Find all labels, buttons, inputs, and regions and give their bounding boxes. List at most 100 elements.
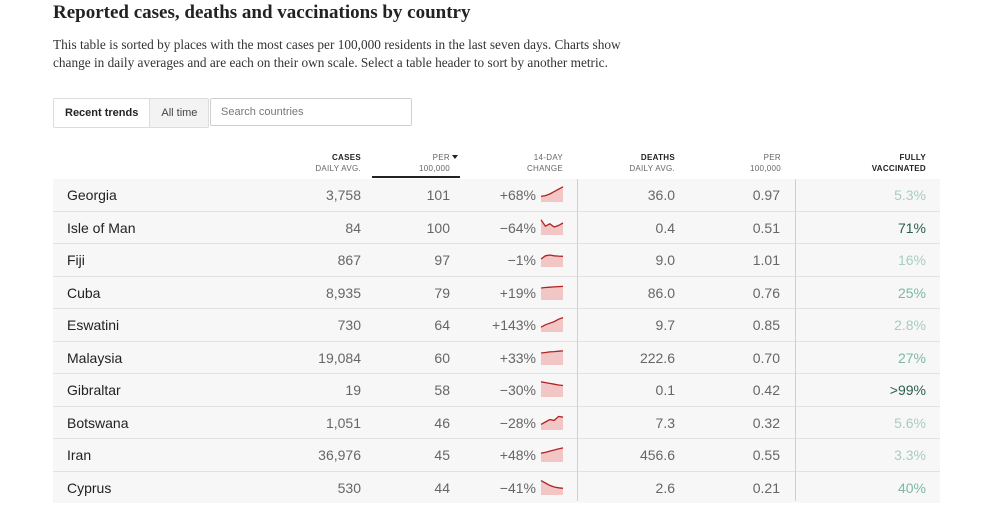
sparkline-area <box>541 350 563 365</box>
table-row[interactable]: Botswana 1,051 46 −28% 7.3 0.32 5.6% <box>53 407 940 439</box>
header-per-line2: 100,000 <box>418 164 450 173</box>
header-deaths[interactable]: DEATHS DAILY AVG. <box>610 152 675 176</box>
table-row[interactable]: Isle of Man 84 100 −64% 0.4 0.51 71% <box>53 212 940 244</box>
per-100k-cell: 101 <box>426 187 450 203</box>
sparkline-area <box>541 186 563 202</box>
search-countries-input[interactable] <box>210 98 412 126</box>
country-name: Fiji <box>67 252 85 268</box>
table-row[interactable]: Malaysia 19,084 60 +33% 222.6 0.70 27% <box>53 342 940 374</box>
header-cases-line1: CASES <box>331 153 361 162</box>
per-100k-cell: 100 <box>426 219 450 236</box>
trend-sparkline <box>540 316 564 332</box>
vaccinated-cell: >99% <box>889 382 926 398</box>
change-cell: −28% <box>499 414 536 431</box>
per-100k-cell: 46 <box>434 414 450 431</box>
trend-sparkline <box>540 186 564 202</box>
country-name: Cyprus <box>67 479 112 496</box>
sparkline-line <box>540 349 564 354</box>
sparkline-line <box>540 218 564 228</box>
recent-trends-tab[interactable]: Recent trends <box>54 99 151 127</box>
table-description: This table is sorted by places with the … <box>53 37 621 70</box>
change-cell: +68% <box>499 187 536 203</box>
sparkline-area <box>541 255 563 267</box>
header-fully-vaccinated[interactable]: FULLY VACCINATED <box>846 152 926 176</box>
cases-cell: 730 <box>337 317 361 333</box>
per-100k-cell: 45 <box>434 447 450 463</box>
per-100k-cell: 79 <box>434 284 450 301</box>
sparkline-line <box>540 479 564 489</box>
change-cell: −41% <box>499 479 536 496</box>
cases-cell: 867 <box>337 252 361 268</box>
change-cell: +33% <box>499 349 536 366</box>
deaths-cell: 2.6 <box>655 479 675 496</box>
vaccinated-cell: 27% <box>897 349 926 366</box>
sparkline-line <box>540 447 564 454</box>
cases-cell: 36,976 <box>318 447 361 463</box>
change-cell: −30% <box>499 382 536 398</box>
cases-cell: 19,084 <box>318 349 361 366</box>
country-name: Georgia <box>67 187 117 203</box>
vaccinated-cell: 25% <box>897 284 926 301</box>
header-deaths-per-100k[interactable]: PER 100,000 <box>720 152 781 176</box>
deaths-cell: 7.3 <box>655 414 675 431</box>
table-row[interactable]: Georgia 3,758 101 +68% 36.0 0.97 5.3% <box>53 179 940 212</box>
cases-cell: 8,935 <box>325 284 361 301</box>
header-deaths-line2: DAILY AVG. <box>629 164 675 173</box>
change-cell: +19% <box>499 284 536 301</box>
sparkline-area <box>541 381 563 397</box>
table-row[interactable]: Cyprus 530 44 −41% 2.6 0.21 40% <box>53 472 940 504</box>
country-name: Isle of Man <box>67 219 136 236</box>
header-vax-line2: VACCINATED <box>871 164 926 173</box>
trend-sparkline <box>540 285 564 300</box>
deaths-cell: 36.0 <box>647 187 675 203</box>
per-100k-cell: 64 <box>434 317 450 333</box>
change-cell: −64% <box>499 219 536 236</box>
header-cases[interactable]: CASES DAILY AVG. <box>296 152 361 176</box>
deaths-per-100k-cell: 0.70 <box>752 349 780 366</box>
deaths-per-100k-cell: 0.42 <box>752 382 780 398</box>
deaths-cell: 222.6 <box>639 349 675 366</box>
table-row[interactable]: Fiji 867 97 −1% 9.0 1.01 16% <box>53 244 940 277</box>
country-name: Malaysia <box>67 349 123 366</box>
all-time-tab[interactable]: All time <box>161 107 198 119</box>
deaths-cell: 86.0 <box>647 284 675 301</box>
header-deaths-line1: DEATHS <box>640 153 675 162</box>
sparkline-area <box>541 447 563 462</box>
sparkline-line <box>540 381 564 387</box>
table-row[interactable]: Gibraltar 19 58 −30% 0.1 0.42 >99% <box>53 374 940 407</box>
table-row[interactable]: Eswatini 730 64 +143% 9.7 0.85 2.8% <box>53 309 940 342</box>
country-name: Botswana <box>67 414 129 431</box>
page-title: Reported cases, deaths and vaccinations … <box>53 2 471 23</box>
vaccinated-cell: 5.3% <box>894 187 926 203</box>
trend-sparkline <box>540 447 564 462</box>
table-row[interactable]: Iran 36,976 45 +48% 456.6 0.55 3.3% <box>53 439 940 472</box>
sparkline-line <box>540 415 564 425</box>
deaths-cell: 456.6 <box>639 447 675 463</box>
deaths-per-100k-cell: 0.85 <box>752 317 780 333</box>
sparkline-area <box>541 285 563 300</box>
trend-sparkline <box>540 415 564 430</box>
view-toggle: Recent trends All time <box>53 98 210 128</box>
change-cell: +48% <box>499 447 536 463</box>
trend-sparkline <box>540 218 564 235</box>
column-divider <box>577 179 578 501</box>
cases-cell: 84 <box>345 219 361 236</box>
country-name: Eswatini <box>67 317 120 333</box>
vaccinated-cell: 3.3% <box>894 447 926 463</box>
trend-sparkline <box>540 254 564 267</box>
vaccinated-cell: 2.8% <box>894 317 926 333</box>
table-row[interactable]: Cuba 8,935 79 +19% 86.0 0.76 25% <box>53 277 940 309</box>
per-100k-cell: 58 <box>434 382 450 398</box>
trend-sparkline <box>540 479 564 495</box>
header-per-100k-sorted[interactable]: PER 100,000 <box>372 152 460 178</box>
deaths-cell: 0.4 <box>655 219 675 236</box>
sparkline-line <box>540 285 564 289</box>
deaths-per-100k-cell: 0.21 <box>752 479 780 496</box>
sparkline-line <box>540 186 564 198</box>
header-14-day-change[interactable]: 14-DAY CHANGE <box>500 152 563 176</box>
cases-cell: 530 <box>337 479 361 496</box>
deaths-per-100k-cell: 0.51 <box>752 219 780 236</box>
deaths-cell: 9.7 <box>655 317 675 333</box>
deaths-per-100k-cell: 0.76 <box>752 284 780 301</box>
deaths-cell: 9.0 <box>655 252 675 268</box>
